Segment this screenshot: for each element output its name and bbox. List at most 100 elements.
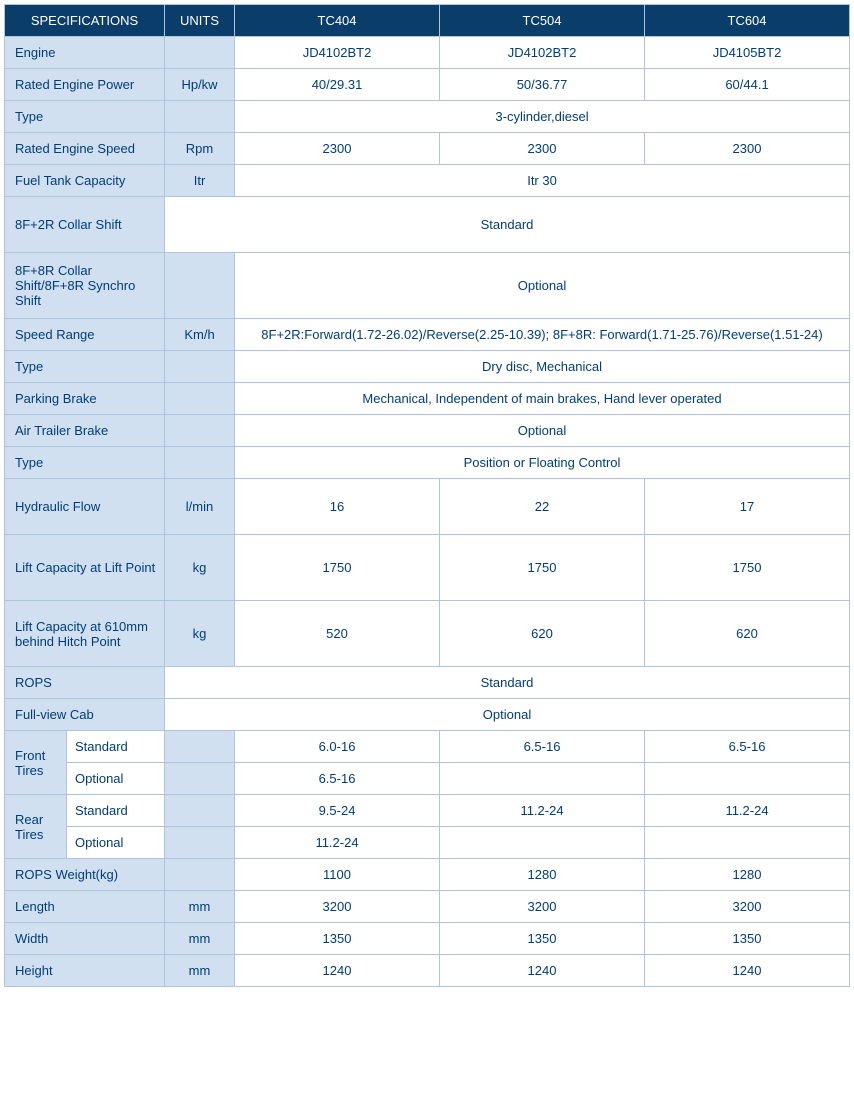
front-tires-std-v2: 6.5-16 (645, 731, 850, 763)
label-width: Width (5, 923, 165, 955)
collar-8f2r-span: Standard (165, 197, 850, 253)
lift-cap-point-v0: 1750 (235, 535, 440, 601)
label-full-view-cab: Full-view Cab (5, 699, 165, 731)
header-units: UNITS (165, 5, 235, 37)
unit-fuel-tank: Itr (165, 165, 235, 197)
row-rear-tires-std: Rear Tires Standard 9.5-24 11.2-24 11.2-… (5, 795, 850, 827)
length-v1: 3200 (440, 891, 645, 923)
label-front-tires-std: Standard (67, 731, 165, 763)
row-rear-tires-opt: Optional 11.2-24 (5, 827, 850, 859)
front-tires-opt-v2 (645, 763, 850, 795)
rear-tires-std-v2: 11.2-24 (645, 795, 850, 827)
row-front-tires-opt: Optional 6.5-16 (5, 763, 850, 795)
label-front-tires: Front Tires (5, 731, 67, 795)
unit-type1 (165, 101, 235, 133)
rops-weight-v2: 1280 (645, 859, 850, 891)
rear-tires-opt-v1 (440, 827, 645, 859)
unit-type2 (165, 351, 235, 383)
unit-rated-power: Hp/kw (165, 69, 235, 101)
row-height: Height mm 1240 1240 1240 (5, 955, 850, 987)
length-v0: 3200 (235, 891, 440, 923)
unit-length: mm (165, 891, 235, 923)
engine-v0: JD4102BT2 (235, 37, 440, 69)
label-rear-tires-opt: Optional (67, 827, 165, 859)
collar-8f8r-span: Optional (235, 253, 850, 319)
air-trailer-span: Optional (235, 415, 850, 447)
lift-cap-point-v1: 1750 (440, 535, 645, 601)
row-type2: Type Dry disc, Mechanical (5, 351, 850, 383)
unit-speed-range: Km/h (165, 319, 235, 351)
hyd-flow-v1: 22 (440, 479, 645, 535)
unit-collar-8f8r (165, 253, 235, 319)
row-length: Length mm 3200 3200 3200 (5, 891, 850, 923)
row-front-tires-std: Front Tires Standard 6.0-16 6.5-16 6.5-1… (5, 731, 850, 763)
height-v0: 1240 (235, 955, 440, 987)
label-air-trailer: Air Trailer Brake (5, 415, 165, 447)
label-fuel-tank: Fuel Tank Capacity (5, 165, 165, 197)
rated-power-v0: 40/29.31 (235, 69, 440, 101)
width-v0: 1350 (235, 923, 440, 955)
rear-tires-opt-v0: 11.2-24 (235, 827, 440, 859)
label-rops-weight: ROPS Weight(kg) (5, 859, 165, 891)
label-collar-8f2r: 8F+2R Collar Shift (5, 197, 165, 253)
label-hyd-flow: Hydraulic Flow (5, 479, 165, 535)
front-tires-opt-v1 (440, 763, 645, 795)
rear-tires-std-v0: 9.5-24 (235, 795, 440, 827)
row-type3: Type Position or Floating Control (5, 447, 850, 479)
header-col-2: TC604 (645, 5, 850, 37)
type2-span: Dry disc, Mechanical (235, 351, 850, 383)
unit-engine (165, 37, 235, 69)
row-collar-8f8r: 8F+8R Collar Shift/8F+8R Synchro Shift O… (5, 253, 850, 319)
unit-type3 (165, 447, 235, 479)
label-speed-range: Speed Range (5, 319, 165, 351)
rear-tires-opt-v2 (645, 827, 850, 859)
header-col-1: TC504 (440, 5, 645, 37)
unit-hyd-flow: l/min (165, 479, 235, 535)
unit-lift-cap-point: kg (165, 535, 235, 601)
row-hyd-flow: Hydraulic Flow l/min 16 22 17 (5, 479, 850, 535)
unit-rear-tires-opt (165, 827, 235, 859)
unit-front-tires-opt (165, 763, 235, 795)
label-rear-tires-std: Standard (67, 795, 165, 827)
lift-cap-point-v2: 1750 (645, 535, 850, 601)
unit-lift-cap-610: kg (165, 601, 235, 667)
rated-speed-v1: 2300 (440, 133, 645, 165)
type3-span: Position or Floating Control (235, 447, 850, 479)
row-lift-cap-point: Lift Capacity at Lift Point kg 1750 1750… (5, 535, 850, 601)
row-width: Width mm 1350 1350 1350 (5, 923, 850, 955)
label-parking-brake: Parking Brake (5, 383, 165, 415)
row-rated-power: Rated Engine Power Hp/kw 40/29.31 50/36.… (5, 69, 850, 101)
header-col-0: TC404 (235, 5, 440, 37)
engine-v1: JD4102BT2 (440, 37, 645, 69)
rear-tires-std-v1: 11.2-24 (440, 795, 645, 827)
height-v2: 1240 (645, 955, 850, 987)
unit-rear-tires-std (165, 795, 235, 827)
rops-span: Standard (165, 667, 850, 699)
rated-power-v2: 60/44.1 (645, 69, 850, 101)
front-tires-std-v0: 6.0-16 (235, 731, 440, 763)
rops-weight-v1: 1280 (440, 859, 645, 891)
row-rops-weight: ROPS Weight(kg) 1100 1280 1280 (5, 859, 850, 891)
row-rops: ROPS Standard (5, 667, 850, 699)
label-collar-8f8r: 8F+8R Collar Shift/8F+8R Synchro Shift (5, 253, 165, 319)
unit-front-tires-std (165, 731, 235, 763)
height-v1: 1240 (440, 955, 645, 987)
engine-v2: JD4105BT2 (645, 37, 850, 69)
header-row: SPECIFICATIONS UNITS TC404 TC504 TC604 (5, 5, 850, 37)
spec-table: SPECIFICATIONS UNITS TC404 TC504 TC604 E… (4, 4, 850, 987)
lift-cap-610-v0: 520 (235, 601, 440, 667)
speed-range-span: 8F+2R:Forward(1.72-26.02)/Reverse(2.25-1… (235, 319, 850, 351)
row-lift-cap-610: Lift Capacity at 610mm behind Hitch Poin… (5, 601, 850, 667)
unit-height: mm (165, 955, 235, 987)
full-view-cab-span: Optional (165, 699, 850, 731)
row-collar-8f2r: 8F+2R Collar Shift Standard (5, 197, 850, 253)
label-rops: ROPS (5, 667, 165, 699)
lift-cap-610-v1: 620 (440, 601, 645, 667)
unit-width: mm (165, 923, 235, 955)
width-v2: 1350 (645, 923, 850, 955)
rops-weight-v0: 1100 (235, 859, 440, 891)
unit-air-trailer (165, 415, 235, 447)
label-type1: Type (5, 101, 165, 133)
rated-speed-v0: 2300 (235, 133, 440, 165)
row-engine: Engine JD4102BT2 JD4102BT2 JD4105BT2 (5, 37, 850, 69)
